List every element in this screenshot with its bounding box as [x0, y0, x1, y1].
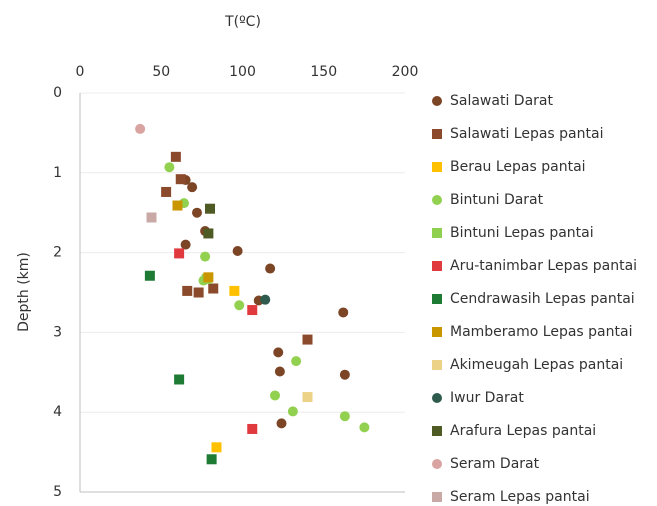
data-point [208, 283, 219, 294]
data-point [338, 307, 349, 318]
data-point [276, 418, 287, 429]
data-point [287, 406, 298, 417]
data-point [359, 422, 370, 433]
data-point [247, 305, 258, 316]
data-point [229, 285, 240, 296]
data-point [302, 392, 313, 403]
legend-label: Akimeugah Lepas pantai [450, 357, 623, 373]
data-point [174, 248, 185, 259]
y-axis-label: Depth (km) [16, 252, 32, 332]
legend-label: Cendrawasih Lepas pantai [450, 291, 635, 307]
data-point [211, 442, 222, 453]
y-tick-label: 1 [53, 165, 62, 181]
data-point [200, 251, 211, 262]
data-point [274, 366, 285, 377]
data-point [161, 186, 172, 197]
x-tick-label: 150 [310, 64, 337, 80]
legend-label: Seram Darat [450, 456, 540, 472]
legend-label: Salawati Lepas pantai [450, 126, 603, 142]
legend-label: Berau Lepas pantai [450, 159, 586, 175]
data-point [164, 162, 175, 173]
y-tick-label: 4 [53, 404, 62, 420]
data-point [203, 228, 214, 239]
legend-label: Arafura Lepas pantai [450, 423, 596, 439]
data-point [135, 123, 146, 134]
data-point [206, 454, 217, 465]
x-axis-label: T(ºC) [224, 14, 261, 30]
legend-marker [432, 492, 442, 502]
data-point [180, 239, 191, 250]
data-point [302, 334, 313, 345]
legend-marker [432, 360, 442, 370]
legend-marker [432, 96, 442, 106]
legend-label: Iwur Darat [450, 390, 524, 406]
data-point [270, 390, 280, 401]
data-point [247, 423, 258, 434]
data-point [260, 294, 271, 305]
y-tick-label: 3 [53, 324, 62, 340]
legend-marker [432, 294, 442, 304]
legend-marker [432, 261, 442, 271]
y-tick-label: 2 [53, 245, 62, 261]
data-point [192, 207, 202, 218]
legend-label: Salawati Darat [450, 93, 553, 109]
data-point [187, 182, 198, 193]
x-tick-label: 200 [392, 64, 419, 80]
legend-marker [432, 195, 442, 205]
data-point [339, 369, 350, 380]
y-tick-label: 5 [53, 484, 62, 500]
legend-label: Aru-tanimbar Lepas pantai [450, 258, 637, 274]
legend-marker [432, 327, 442, 337]
x-tick-label: 0 [76, 64, 85, 80]
data-point [234, 300, 245, 311]
legend-marker [432, 459, 442, 469]
legend-marker [432, 426, 442, 436]
data-point [182, 285, 193, 296]
data-point [175, 174, 186, 185]
data-point [291, 356, 302, 367]
legend-label: Bintuni Darat [450, 192, 544, 208]
data-point [205, 203, 215, 214]
legend-label: Mamberamo Lepas pantai [450, 324, 632, 340]
data-point [146, 212, 157, 223]
y-tick-label: 0 [53, 85, 62, 101]
legend-marker [432, 228, 442, 238]
x-tick-label: 100 [229, 64, 256, 80]
x-tick-label: 50 [152, 64, 170, 80]
legend-label: Bintuni Lepas pantai [450, 225, 594, 241]
data-point [174, 374, 185, 385]
data-point [203, 272, 214, 283]
legend-marker [432, 129, 442, 139]
data-point [193, 287, 204, 298]
legend-label: Seram Lepas pantai [450, 489, 590, 505]
data-point [273, 347, 284, 358]
data-point [170, 151, 181, 162]
legend-marker [432, 393, 442, 403]
data-point [172, 200, 183, 211]
data-point [232, 246, 243, 257]
legend-marker [432, 162, 442, 172]
data-point [265, 263, 276, 274]
data-point [339, 411, 350, 422]
data-point [144, 270, 155, 281]
